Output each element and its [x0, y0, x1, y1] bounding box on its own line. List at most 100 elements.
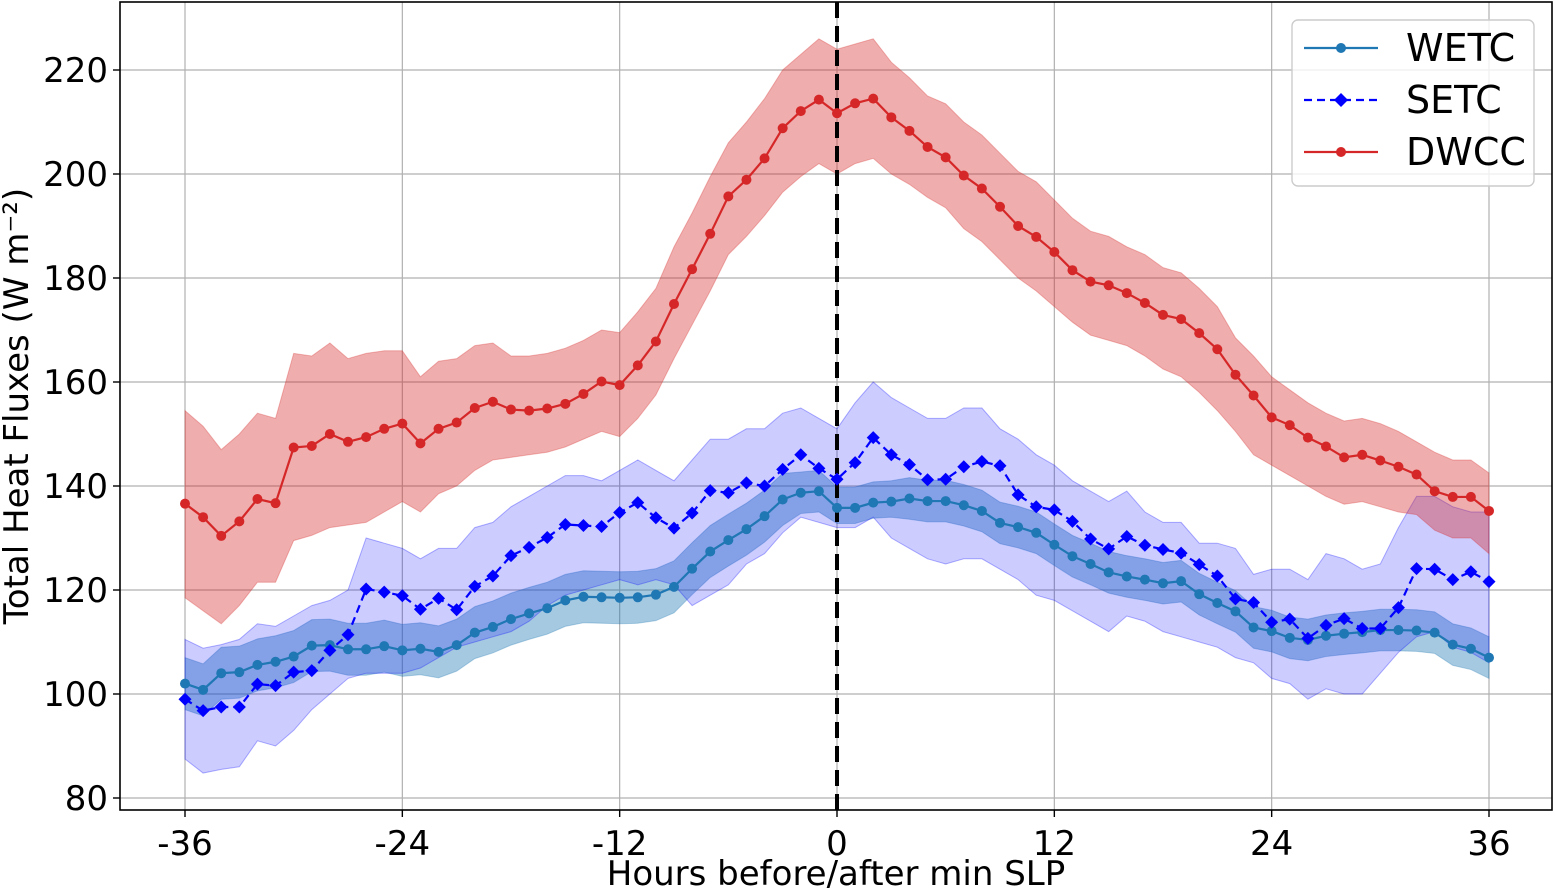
point-setc [576, 519, 590, 533]
point-dwcc [759, 153, 770, 164]
point-dwcc [850, 98, 861, 109]
y-tick-label: 120 [43, 571, 108, 611]
point-setc [522, 540, 536, 554]
point-dwcc [469, 403, 480, 413]
point-wetc [216, 668, 227, 679]
point-wetc [506, 614, 516, 625]
point-dwcc [795, 106, 806, 117]
point-wetc [415, 643, 426, 654]
point-dwcc [886, 112, 897, 123]
x-axis-label: Hours before/after min SLP [607, 854, 1066, 891]
legend: WETC SETC DWCC [1291, 19, 1535, 187]
point-setc [1011, 488, 1025, 502]
point-setc [377, 585, 391, 599]
point-setc [794, 448, 808, 462]
point-wetc [198, 684, 209, 695]
point-setc [1228, 592, 1242, 606]
point-wetc [1067, 551, 1078, 562]
point-wetc [614, 592, 625, 603]
point-wetc [850, 502, 861, 513]
point-wetc [1447, 639, 1458, 650]
point-setc [1247, 595, 1261, 609]
x-tick-label: -12 [592, 824, 648, 864]
point-wetc [777, 494, 788, 505]
point-setc [432, 591, 446, 605]
point-wetc [180, 678, 190, 689]
point-dwcc [1230, 369, 1241, 380]
point-setc [196, 704, 210, 718]
point-dwcc [741, 174, 752, 185]
point-setc [993, 459, 1007, 473]
point-setc [1391, 601, 1405, 615]
point-wetc [1049, 539, 1060, 550]
point-dwcc [216, 530, 227, 541]
point-setc [540, 530, 554, 544]
point-dwcc [578, 388, 589, 399]
point-setc [178, 692, 192, 706]
x-tick-label: 36 [1467, 824, 1510, 864]
point-setc [413, 602, 427, 616]
point-wetc [487, 621, 498, 632]
point-setc [1301, 631, 1315, 645]
point-setc [685, 506, 699, 520]
point-setc [1156, 542, 1170, 556]
point-wetc [542, 603, 553, 614]
point-wetc [1031, 527, 1042, 538]
point-dwcc [1484, 505, 1494, 516]
point-dwcc [306, 440, 317, 451]
point-wetc [868, 497, 879, 508]
point-setc [1210, 569, 1224, 583]
y-axis-label: Total Heat Fluxes (W m⁻²) [0, 188, 37, 625]
point-wetc [1321, 630, 1331, 641]
point-dwcc [1031, 231, 1042, 242]
point-dwcc [705, 228, 716, 239]
point-dwcc [1176, 314, 1187, 325]
point-dwcc [832, 108, 842, 119]
point-wetc [252, 659, 263, 670]
point-dwcc [198, 512, 209, 523]
point-wetc [1103, 567, 1114, 578]
point-wetc [940, 496, 951, 507]
point-wetc [1013, 522, 1024, 533]
point-wetc [1284, 632, 1295, 643]
legend-marker-setc [1334, 93, 1348, 107]
point-wetc [524, 608, 535, 619]
point-wetc [1411, 625, 1422, 636]
point-wetc [723, 535, 734, 546]
point-setc [1192, 558, 1206, 572]
point-dwcc [415, 438, 426, 449]
legend-label-dwcc: DWCC [1406, 130, 1526, 174]
point-dwcc [723, 191, 734, 202]
legend-label-setc: SETC [1406, 78, 1502, 122]
point-setc [739, 476, 753, 490]
point-wetc [578, 591, 589, 602]
point-setc [1102, 542, 1116, 556]
point-wetc [687, 563, 698, 574]
point-dwcc [433, 423, 444, 434]
point-wetc [886, 496, 897, 507]
point-wetc [361, 644, 372, 655]
y-tick-label: 180 [43, 259, 108, 299]
point-setc [250, 677, 264, 691]
point-dwcc [451, 417, 462, 428]
point-wetc [451, 640, 462, 651]
point-setc [939, 472, 953, 486]
point-setc [866, 431, 880, 445]
point-wetc [976, 505, 987, 516]
point-wetc [795, 487, 806, 498]
y-tick-label: 220 [43, 51, 108, 91]
point-dwcc [270, 498, 281, 509]
y-axis-ticks: 80 100 120 140 160 180 200 220 [43, 51, 120, 819]
point-dwcc [1266, 412, 1277, 423]
point-dwcc [1393, 461, 1404, 472]
point-wetc [922, 496, 933, 507]
point-wetc [1339, 628, 1350, 639]
point-dwcc [1411, 469, 1422, 480]
point-dwcc [1339, 452, 1350, 463]
point-setc [1265, 615, 1279, 629]
point-dwcc [1158, 309, 1168, 320]
point-dwcc [252, 494, 263, 504]
point-setc [1047, 503, 1061, 517]
point-wetc [741, 524, 752, 535]
point-setc [884, 448, 898, 462]
